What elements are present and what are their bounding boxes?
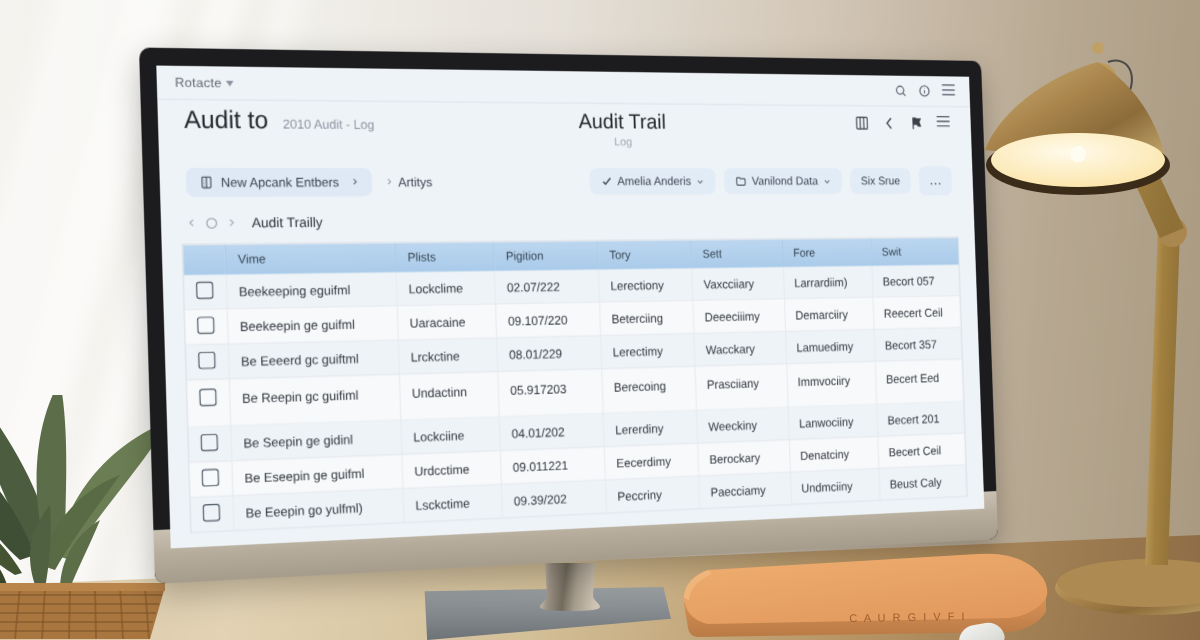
svg-text:C A U R G I V F I: C A U R G I V F I xyxy=(849,611,966,625)
